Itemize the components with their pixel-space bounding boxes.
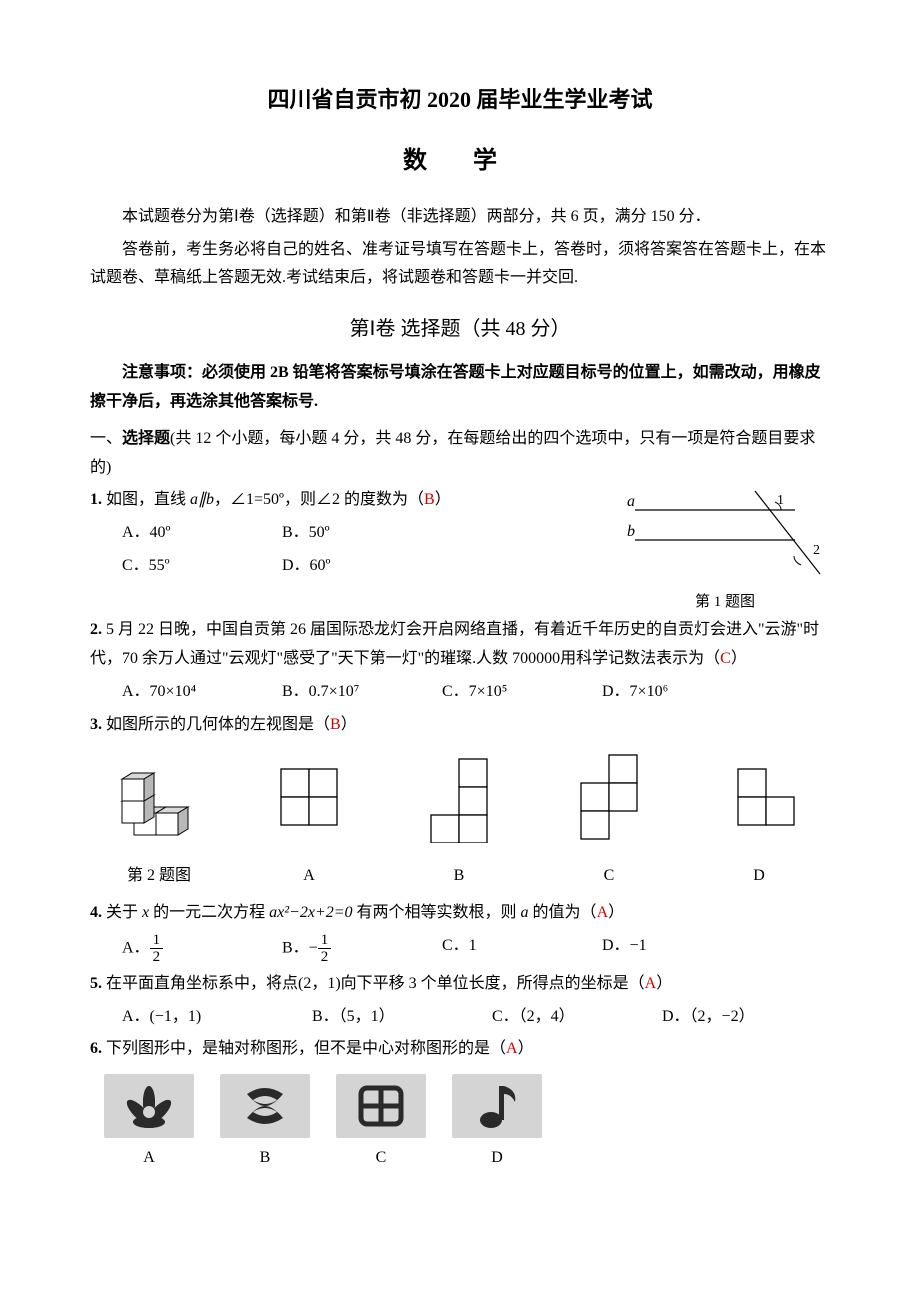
q5-post: ）: [656, 975, 672, 992]
q1-opt-b: B．50º: [282, 519, 442, 548]
q4-mid: 的一元二次方程: [149, 904, 269, 921]
q6-num: 6.: [90, 1040, 102, 1057]
q6-answer: A: [506, 1040, 518, 1057]
q6-text: 下列图形中，是轴对称图形，但不是中心对称图形的是（: [102, 1040, 506, 1057]
q4-eq: ax²−2x+2=0: [269, 904, 352, 921]
q6-label-a: A: [104, 1144, 194, 1173]
part1-prefix: 一、: [90, 430, 122, 447]
part1-heading: 一、选择题(共 12 个小题，每小题 4 分，共 48 分，在每题给出的四个选项…: [90, 425, 830, 483]
q3-figures: [104, 753, 830, 854]
q2-text: 5 月 22 日晚，中国自贡第 26 届国际恐龙灯会开启网络直播，有着近千年历史…: [90, 621, 819, 667]
q5: 5. 在平面直角坐标系中，将点(2，1)向下平移 3 个单位长度，所得点的坐标是…: [90, 970, 830, 999]
q4-num: 4.: [90, 904, 102, 921]
q1-figure-caption: 第 1 题图: [620, 589, 830, 616]
q2-text-post: ）: [731, 650, 747, 667]
q6-label-b: B: [220, 1144, 310, 1173]
svg-text:2: 2: [813, 543, 820, 558]
q2-options: A．70×10⁴ B．0.7×10⁷ C．7×10⁵ D．7×10⁶: [90, 678, 830, 707]
q6-fig-b: [220, 1074, 310, 1138]
q1-opt-a: A．40º: [122, 519, 282, 548]
q6-labels: A B C D: [104, 1144, 830, 1173]
q5-num: 5.: [90, 975, 102, 992]
q3-label-d: D: [704, 862, 814, 891]
q2-opt-d: D．7×10⁶: [602, 678, 762, 707]
q1-ab: a∥b: [190, 491, 214, 508]
q6-figures: [104, 1074, 830, 1138]
q4-mid2: 有两个相等实数根，则: [353, 904, 521, 921]
q2-num: 2.: [90, 621, 102, 638]
q6-label-c: C: [336, 1144, 426, 1173]
q4-opt-b: B．−12: [282, 932, 442, 966]
q4-pre: 关于: [102, 904, 142, 921]
q4-b-den: 2: [318, 949, 332, 966]
q3-text: 如图所示的几何体的左视图是（: [102, 716, 330, 733]
q6-label-d: D: [452, 1144, 542, 1173]
q5-answer: A: [645, 975, 657, 992]
part1-bold: 选择题: [122, 430, 170, 447]
q1-opt-d: D．60º: [282, 552, 442, 581]
q3-labels: 第 2 题图 A B C D: [104, 862, 830, 891]
q6-post: ）: [518, 1040, 534, 1057]
q3-choice-d: [704, 753, 814, 854]
q3-choice-a: [254, 753, 364, 854]
q4-opt-d: D．−1: [602, 932, 762, 966]
q3: 3. 如图所示的几何体的左视图是（B）: [90, 711, 830, 740]
q1-text-mid: ，∠1=50º，则∠2 的度数为（: [214, 491, 424, 508]
q6: 6. 下列图形中，是轴对称图形，但不是中心对称图形的是（A）: [90, 1035, 830, 1064]
intro-line-2: 答卷前，考生务必将自己的姓名、准考证号填写在答题卡上，答卷时，须将答案答在答题卡…: [90, 236, 830, 294]
q4-a-prefix: A．: [122, 939, 150, 956]
q4-opt-a: A．12: [122, 932, 282, 966]
q2-opt-c: C．7×10⁵: [442, 678, 602, 707]
part1-rest: (共 12 个小题，每小题 4 分，共 48 分，在每题给出的四个选项中，只有一…: [90, 430, 815, 476]
q3-num: 3.: [90, 716, 102, 733]
q1-opt-c: C．55º: [122, 552, 282, 581]
q1: 1. 如图，直线 a∥b，∠1=50º，则∠2 的度数为（B）: [90, 486, 830, 515]
exam-title: 四川省自贡市初 2020 届毕业生学业考试: [90, 80, 830, 120]
q5-opt-b: B．（5，1）: [312, 1003, 492, 1032]
q1-num: 1.: [90, 491, 102, 508]
svg-text:b: b: [627, 523, 635, 540]
q4-b-num: 1: [318, 932, 332, 950]
q5-opt-d: D．（2，−2）: [662, 1003, 755, 1032]
q4-answer: A: [597, 904, 609, 921]
q6-fig-a: [104, 1074, 194, 1138]
q4: 4. 关于 x 的一元二次方程 ax²−2x+2=0 有两个相等实数根，则 a …: [90, 899, 830, 928]
q3-solid-label: 第 2 题图: [104, 862, 214, 891]
q6-fig-c: [336, 1074, 426, 1138]
q4-a-den: 2: [150, 949, 164, 966]
q2-opt-b: B．0.7×10⁷: [282, 678, 442, 707]
q1-options-2: C．55º D．60º: [90, 552, 610, 581]
q5-text: 在平面直角坐标系中，将点(2，1)向下平移 3 个单位长度，所得点的坐标是（: [102, 975, 645, 992]
q5-opt-c: C．（2，4）: [492, 1003, 662, 1032]
q4-b-prefix: B．−: [282, 939, 318, 956]
q2-opt-a: A．70×10⁴: [122, 678, 282, 707]
q5-opt-a: A．(−1，1): [122, 1003, 312, 1032]
q1-text-post: ）: [435, 491, 451, 508]
notice-text: 注意事项：必须使用 2B 铅笔将答案标号填涂在答题卡上对应题目标号的位置上，如需…: [90, 359, 830, 417]
q4-a: a: [521, 904, 529, 921]
q4-mid3: 的值为（: [529, 904, 597, 921]
q2-answer: C: [720, 650, 731, 667]
q3-label-a: A: [254, 862, 364, 891]
q1-text-pre: 如图，直线: [102, 491, 190, 508]
q1-answer: B: [424, 491, 435, 508]
q6-fig-d: [452, 1074, 542, 1138]
q1-options: A．40º B．50º: [90, 519, 610, 548]
q5-options: A．(−1，1) B．（5，1） C．（2，4） D．（2，−2）: [90, 1003, 830, 1032]
q4-post: ）: [608, 904, 624, 921]
section-1-title: 第Ⅰ卷 选择题（共 48 分）: [90, 311, 830, 347]
subject-title: 数 学: [90, 140, 830, 183]
q4-options: A．12 B．−12 C．1 D．−1: [90, 932, 830, 966]
q3-label-b: B: [404, 862, 514, 891]
q3-answer: B: [330, 716, 341, 733]
q3-choice-b: [404, 753, 514, 854]
q2: 2. 5 月 22 日晚，中国自贡第 26 届国际恐龙灯会开启网络直播，有着近千…: [90, 616, 830, 674]
q3-choice-c: [554, 753, 664, 854]
q3-solid: [104, 753, 214, 854]
intro-line-1: 本试题卷分为第Ⅰ卷（选择题）和第Ⅱ卷（非选择题）两部分，共 6 页，满分 150…: [90, 203, 830, 232]
q3-label-c: C: [554, 862, 664, 891]
q3-text-post: ）: [341, 716, 357, 733]
q4-a-num: 1: [150, 932, 164, 950]
q4-opt-c: C．1: [442, 932, 602, 966]
